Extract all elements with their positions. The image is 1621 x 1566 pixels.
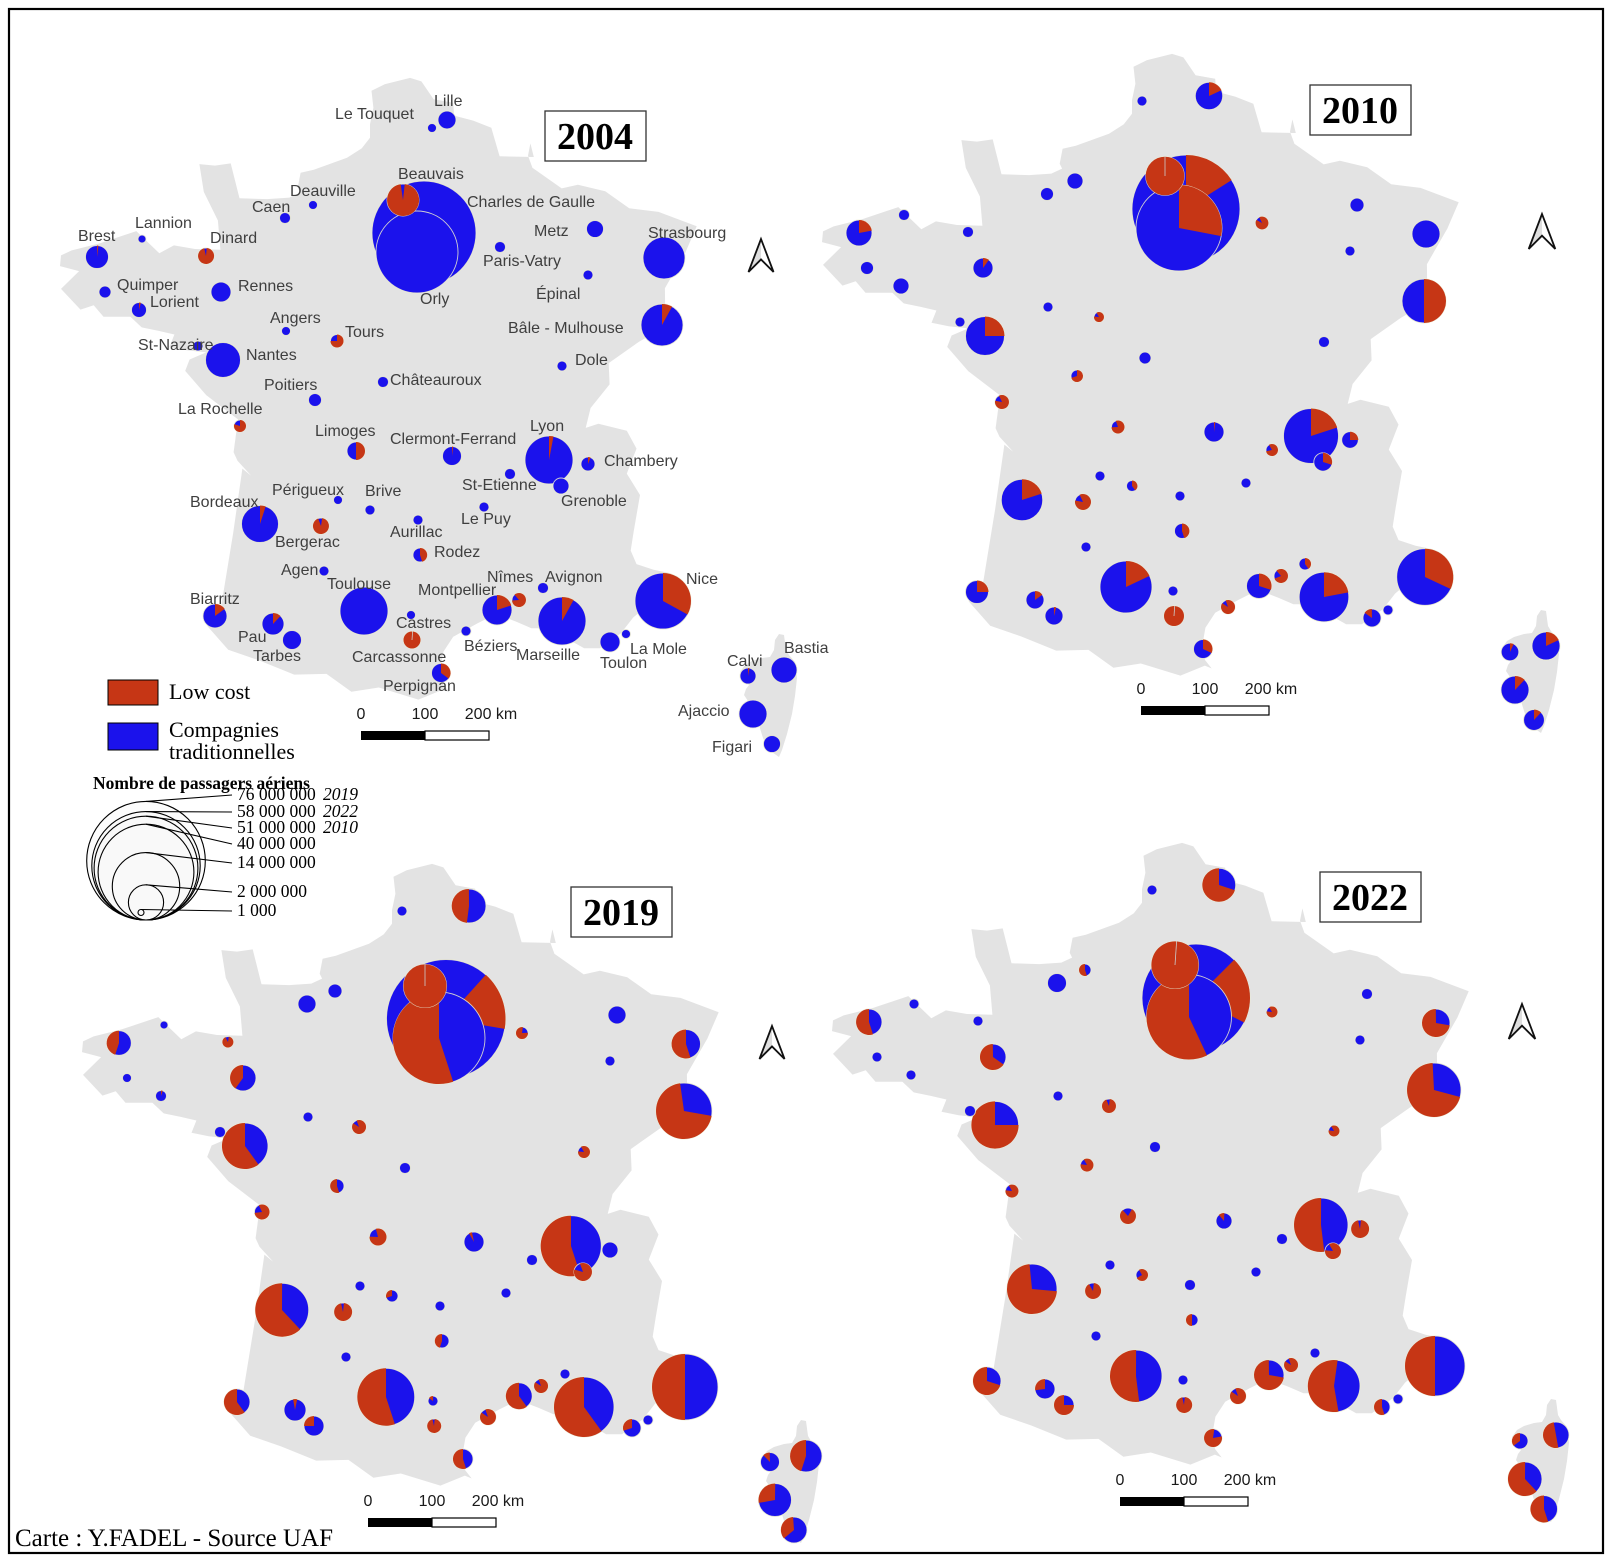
svg-text:Figari: Figari bbox=[712, 739, 752, 756]
svg-text:Rennes: Rennes bbox=[238, 278, 293, 295]
svg-text:2022: 2022 bbox=[1332, 877, 1408, 919]
svg-text:100: 100 bbox=[1171, 1472, 1198, 1489]
svg-text:Agen: Agen bbox=[281, 562, 318, 579]
svg-text:Lorient: Lorient bbox=[150, 294, 199, 311]
svg-text:Orly: Orly bbox=[420, 291, 449, 308]
svg-text:200 km: 200 km bbox=[472, 1493, 524, 1510]
svg-text:Bâle - Mulhouse: Bâle - Mulhouse bbox=[508, 320, 624, 337]
svg-text:200 km: 200 km bbox=[1245, 681, 1297, 698]
svg-text:Rodez: Rodez bbox=[434, 544, 480, 561]
svg-text:Nantes: Nantes bbox=[246, 347, 297, 364]
svg-text:Angers: Angers bbox=[270, 310, 321, 327]
svg-text:0: 0 bbox=[357, 706, 366, 723]
svg-text:Avignon: Avignon bbox=[545, 569, 603, 586]
svg-text:Marseille: Marseille bbox=[516, 647, 580, 664]
svg-text:Montpellier: Montpellier bbox=[418, 582, 497, 599]
svg-text:Aurillac: Aurillac bbox=[390, 524, 442, 541]
svg-text:100: 100 bbox=[412, 706, 439, 723]
svg-text:Pau: Pau bbox=[238, 629, 266, 646]
svg-text:Clermont-Ferrand: Clermont-Ferrand bbox=[390, 431, 516, 448]
svg-text:Castres: Castres bbox=[396, 615, 451, 632]
svg-text:Lannion: Lannion bbox=[135, 215, 192, 232]
svg-text:Caen: Caen bbox=[252, 199, 290, 216]
svg-text:2010: 2010 bbox=[1322, 90, 1398, 132]
svg-text:Tarbes: Tarbes bbox=[253, 648, 301, 665]
svg-text:0: 0 bbox=[1137, 681, 1146, 698]
svg-text:Calvi: Calvi bbox=[727, 653, 763, 670]
svg-text:Perpignan: Perpignan bbox=[383, 678, 456, 695]
svg-text:St-Nazaire: St-Nazaire bbox=[138, 337, 214, 354]
svg-text:Tours: Tours bbox=[345, 324, 384, 341]
svg-text:Ajaccio: Ajaccio bbox=[678, 703, 730, 720]
svg-text:Le Puy: Le Puy bbox=[461, 511, 511, 528]
svg-text:Metz: Metz bbox=[534, 223, 569, 240]
svg-text:Dole: Dole bbox=[575, 352, 608, 369]
svg-text:Grenoble: Grenoble bbox=[561, 493, 627, 510]
svg-text:Carte : Y.FADEL - Source UAF: Carte : Y.FADEL - Source UAF bbox=[15, 1525, 333, 1552]
svg-text:0: 0 bbox=[364, 1493, 373, 1510]
svg-text:Low cost: Low cost bbox=[169, 679, 250, 704]
svg-text:Limoges: Limoges bbox=[315, 423, 375, 440]
svg-text:Épinal: Épinal bbox=[536, 284, 580, 303]
svg-text:2010: 2010 bbox=[323, 817, 358, 837]
svg-text:100: 100 bbox=[419, 1493, 446, 1510]
svg-text:2019: 2019 bbox=[583, 892, 659, 934]
svg-text:Lyon: Lyon bbox=[530, 418, 564, 435]
svg-text:2 000 000: 2 000 000 bbox=[237, 881, 307, 901]
svg-text:Le Touquet: Le Touquet bbox=[335, 106, 414, 123]
svg-text:Toulouse: Toulouse bbox=[327, 576, 391, 593]
svg-text:Béziers: Béziers bbox=[464, 638, 517, 655]
svg-text:Beauvais: Beauvais bbox=[398, 166, 464, 183]
svg-text:200 km: 200 km bbox=[1224, 1472, 1276, 1489]
svg-text:Quimper: Quimper bbox=[117, 277, 179, 294]
svg-text:Bordeaux: Bordeaux bbox=[190, 494, 259, 511]
svg-text:Toulon: Toulon bbox=[600, 655, 647, 672]
svg-text:traditionnelles: traditionnelles bbox=[169, 739, 295, 764]
svg-text:Paris-Vatry: Paris-Vatry bbox=[483, 253, 561, 270]
svg-text:0: 0 bbox=[1116, 1472, 1125, 1489]
svg-text:Strasbourg: Strasbourg bbox=[648, 225, 726, 242]
svg-text:Périgueux: Périgueux bbox=[272, 482, 344, 499]
svg-text:40 000 000: 40 000 000 bbox=[237, 833, 316, 853]
svg-text:200 km: 200 km bbox=[465, 706, 517, 723]
svg-text:Brive: Brive bbox=[365, 483, 402, 500]
svg-text:Chambery: Chambery bbox=[604, 453, 678, 470]
svg-text:Carcassonne: Carcassonne bbox=[352, 649, 446, 666]
svg-text:Lille: Lille bbox=[434, 93, 463, 110]
svg-text:Bergerac: Bergerac bbox=[275, 534, 340, 551]
svg-text:Bastia: Bastia bbox=[784, 640, 829, 657]
svg-text:100: 100 bbox=[1192, 681, 1219, 698]
svg-text:Biarritz: Biarritz bbox=[190, 591, 240, 608]
svg-text:Deauville: Deauville bbox=[290, 183, 356, 200]
svg-text:14 000 000: 14 000 000 bbox=[237, 852, 316, 872]
svg-text:La Rochelle: La Rochelle bbox=[178, 401, 263, 418]
svg-text:Brest: Brest bbox=[78, 228, 116, 245]
svg-text:2004: 2004 bbox=[557, 116, 633, 158]
svg-text:Nice: Nice bbox=[686, 571, 718, 588]
svg-text:Dinard: Dinard bbox=[210, 230, 257, 247]
svg-text:1 000: 1 000 bbox=[237, 900, 277, 920]
svg-text:Charles de Gaulle: Charles de Gaulle bbox=[467, 194, 595, 211]
svg-text:St-Etienne: St-Etienne bbox=[462, 477, 537, 494]
svg-text:Poitiers: Poitiers bbox=[264, 377, 317, 394]
svg-text:Châteauroux: Châteauroux bbox=[390, 372, 482, 389]
